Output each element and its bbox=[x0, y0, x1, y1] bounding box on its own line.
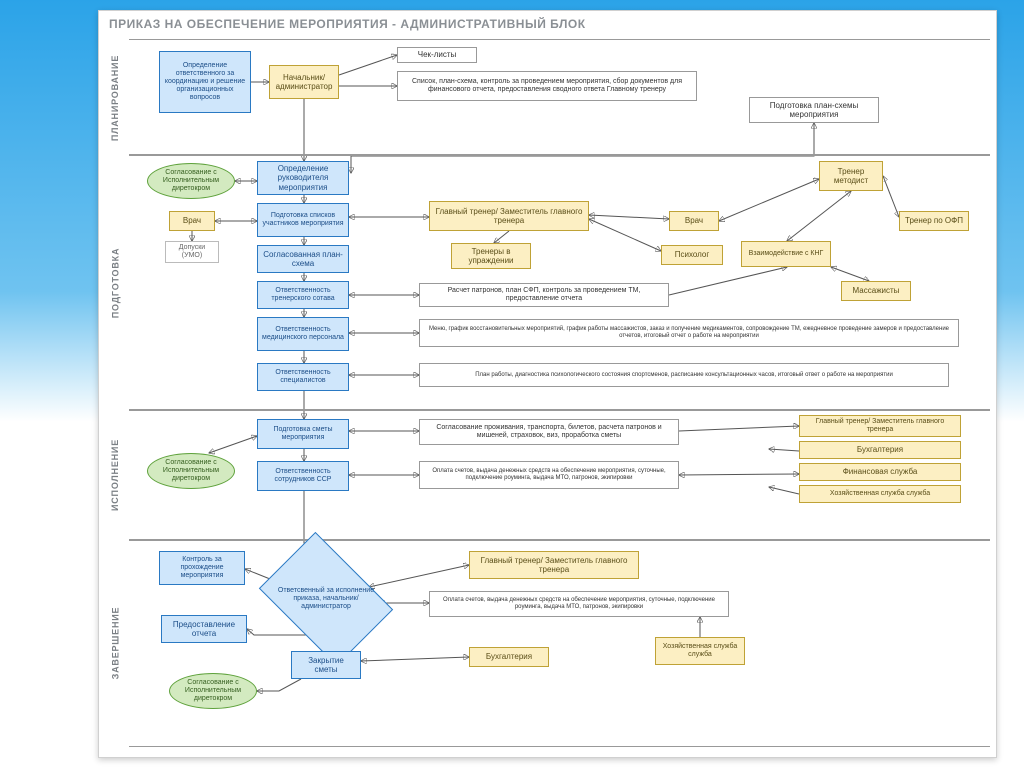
node-check: Чек-листы bbox=[397, 47, 477, 63]
node-g1: Согласование с Исполнительным диретокром bbox=[147, 163, 235, 199]
node-d6: Расчет патронов, план СФП, контроль за п… bbox=[419, 283, 669, 307]
node-d9: Согласование проживания, транспорта, бил… bbox=[419, 419, 679, 445]
swimlane-label: ЗАВЕРШЕНИЕ bbox=[105, 540, 125, 746]
node-n12: Предоставление отчета bbox=[161, 615, 247, 643]
node-planscheme: Подготовка план-схемы мероприятия bbox=[749, 97, 879, 123]
node-mass: Массажисты bbox=[841, 281, 911, 301]
node-n5: Согласованная план-схема bbox=[257, 245, 349, 273]
node-vrach2: Врач bbox=[669, 211, 719, 231]
node-head2: Главный тренер/ Заместитель главного тре… bbox=[469, 551, 639, 579]
node-desc1: Список, план-схема, контроль за проведен… bbox=[397, 71, 697, 101]
node-dd: Оплата счетов, выдача денежных средств н… bbox=[429, 591, 729, 617]
node-hoz: Хозяйственная служба служба bbox=[655, 637, 745, 665]
node-y1: Главный тренер/ Заместитель главного тре… bbox=[799, 415, 961, 437]
node-g2: Согласование с Исполнительным диретокром bbox=[147, 453, 235, 489]
node-d7: Меню, график восстановительных мероприят… bbox=[419, 319, 959, 347]
node-n8: Ответственность специалистов bbox=[257, 363, 349, 391]
node-vrach: Врач bbox=[169, 211, 215, 231]
node-dopuski: Допуски (УМО) bbox=[165, 241, 219, 263]
node-n3: Определение руководителя мероприятия bbox=[257, 161, 349, 195]
diagram-sheet: ПРИКАЗ НА ОБЕСПЕЧЕНИЕ МЕРОПРИЯТИЯ - АДМИ… bbox=[98, 10, 997, 758]
node-n1: Определение ответственного за координаци… bbox=[159, 51, 251, 113]
node-ofp: Тренер по ОФП bbox=[899, 211, 969, 231]
node-n13: Закрытие сметы bbox=[291, 651, 361, 679]
node-d10: Оплата счетов, выдача денежных средств н… bbox=[419, 461, 679, 489]
swimlane-label: ИСПОЛНЕНИЕ bbox=[105, 410, 125, 540]
node-n6: Ответственность тренерского сотава bbox=[257, 281, 349, 309]
node-n9: Подготовка сметы мероприятия bbox=[257, 419, 349, 449]
node-n7: Ответственность медицинского персонала bbox=[257, 317, 349, 351]
swimlane-label: ПОДГОТОВКА bbox=[105, 155, 125, 410]
node-n2: Начальник/ администратор bbox=[269, 65, 339, 99]
node-y2: Бухгалтерия bbox=[799, 441, 961, 459]
node-trainer: Тренер методист bbox=[819, 161, 883, 191]
node-g3: Согласование с Исполнительным диретокром bbox=[169, 673, 257, 709]
node-n10: Ответственность сотрудников ССР bbox=[257, 461, 349, 491]
node-y4: Хозяйственная служба служба bbox=[799, 485, 961, 503]
node-n4: Подготовка списков участников мероприяти… bbox=[257, 203, 349, 237]
node-psych: Психолог bbox=[661, 245, 723, 265]
node-trainersu: Тренеры в упраждении bbox=[451, 243, 531, 269]
node-dia: Ответсвенный за исполнение приказа, нача… bbox=[271, 559, 381, 639]
node-d8: План работы, диагностика психологическог… bbox=[419, 363, 949, 387]
page-title: ПРИКАЗ НА ОБЕСПЕЧЕНИЕ МЕРОПРИЯТИЯ - АДМИ… bbox=[109, 17, 586, 31]
node-head: Главный тренер/ Заместитель главного тре… bbox=[429, 201, 589, 231]
swimlane-label: ПЛАНИРОВАНИЕ bbox=[105, 40, 125, 155]
node-n11: Контроль за прохождение мероприятия bbox=[159, 551, 245, 585]
node-buh: Бухгалтерия bbox=[469, 647, 549, 667]
node-y3: Финансовая служба bbox=[799, 463, 961, 481]
node-kng: Взаимодействие с КНГ bbox=[741, 241, 831, 267]
